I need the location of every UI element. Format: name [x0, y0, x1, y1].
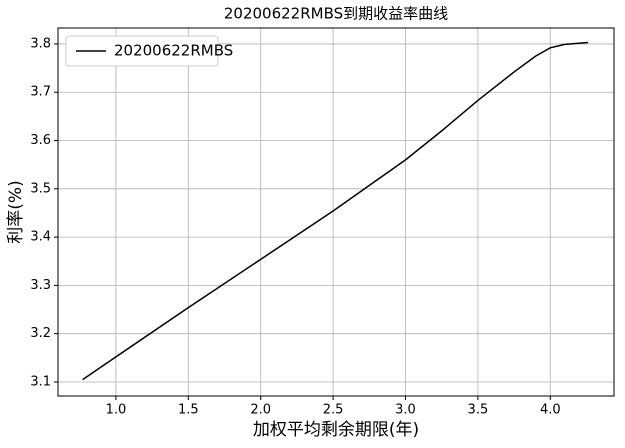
- y-tick-label: 3.4: [30, 230, 51, 245]
- x-axis-label: 加权平均剩余期限(年): [253, 420, 419, 440]
- line-series: [82, 41, 589, 381]
- y-axis-label: 利率(%): [6, 180, 26, 243]
- y-tick-label: 3.3: [30, 278, 51, 293]
- x-tick-label: 3.0: [395, 403, 416, 418]
- x-tick-label: 1.0: [106, 403, 127, 418]
- plot-frame: [57, 27, 615, 397]
- legend-label: 20200622RMBS: [114, 42, 233, 60]
- chart-title: 20200622RMBS到期收益率曲线: [224, 5, 448, 23]
- x-tick-label: 1.5: [178, 403, 199, 418]
- y-tick-label: 3.6: [30, 133, 51, 148]
- y-tick-label: 3.5: [30, 181, 51, 196]
- y-tick-label: 3.2: [30, 326, 51, 341]
- y-tick-label: 3.8: [30, 36, 51, 51]
- x-tick-label: 4.0: [540, 403, 561, 418]
- x-tick-label: 2.5: [323, 403, 344, 418]
- legend-box: [65, 35, 219, 67]
- y-tick-label: 3.7: [30, 85, 51, 100]
- x-tick-label: 2.0: [250, 403, 271, 418]
- y-tick-label: 3.1: [30, 374, 51, 389]
- x-tick-label: 3.5: [468, 403, 489, 418]
